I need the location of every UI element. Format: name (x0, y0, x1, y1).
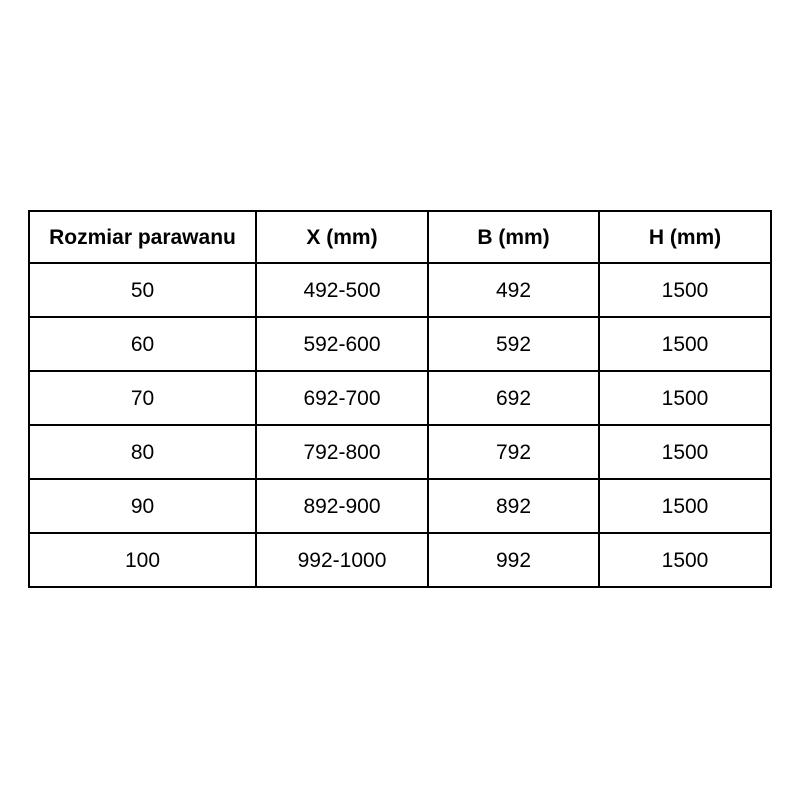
table-row: 80 792-800 792 1500 (28, 424, 772, 480)
table-header-row: Rozmiar parawanu X (mm) B (mm) H (mm) (28, 210, 772, 264)
table-cell: 892 (427, 478, 600, 534)
table-cell: 792 (427, 424, 600, 480)
column-header-b: B (mm) (427, 210, 600, 264)
table-cell: 992 (427, 532, 600, 588)
table-cell: 692-700 (255, 370, 429, 426)
table-cell: 70 (28, 370, 257, 426)
table-cell: 1500 (598, 424, 772, 480)
table-cell: 1500 (598, 478, 772, 534)
table-cell: 492-500 (255, 262, 429, 318)
table-cell: 1500 (598, 370, 772, 426)
table-row: 90 892-900 892 1500 (28, 478, 772, 534)
table-cell: 592 (427, 316, 600, 372)
column-header-h: H (mm) (598, 210, 772, 264)
table-cell: 1500 (598, 316, 772, 372)
table-cell: 792-800 (255, 424, 429, 480)
table-row: 100 992-1000 992 1500 (28, 532, 772, 588)
column-header-x: X (mm) (255, 210, 429, 264)
dimension-table: Rozmiar parawanu X (mm) B (mm) H (mm) 50… (28, 210, 772, 588)
table-cell: 1500 (598, 532, 772, 588)
table-cell: 50 (28, 262, 257, 318)
table-cell: 992-1000 (255, 532, 429, 588)
table-cell: 80 (28, 424, 257, 480)
table-cell: 892-900 (255, 478, 429, 534)
table-row: 60 592-600 592 1500 (28, 316, 772, 372)
table-cell: 90 (28, 478, 257, 534)
table-cell: 1500 (598, 262, 772, 318)
table-row: 70 692-700 692 1500 (28, 370, 772, 426)
table-cell: 60 (28, 316, 257, 372)
table-cell: 100 (28, 532, 257, 588)
dimension-table-container: Rozmiar parawanu X (mm) B (mm) H (mm) 50… (28, 210, 772, 588)
table-row: 50 492-500 492 1500 (28, 262, 772, 318)
table-cell: 692 (427, 370, 600, 426)
table-cell: 492 (427, 262, 600, 318)
table-cell: 592-600 (255, 316, 429, 372)
column-header-rozmiar: Rozmiar parawanu (28, 210, 257, 264)
